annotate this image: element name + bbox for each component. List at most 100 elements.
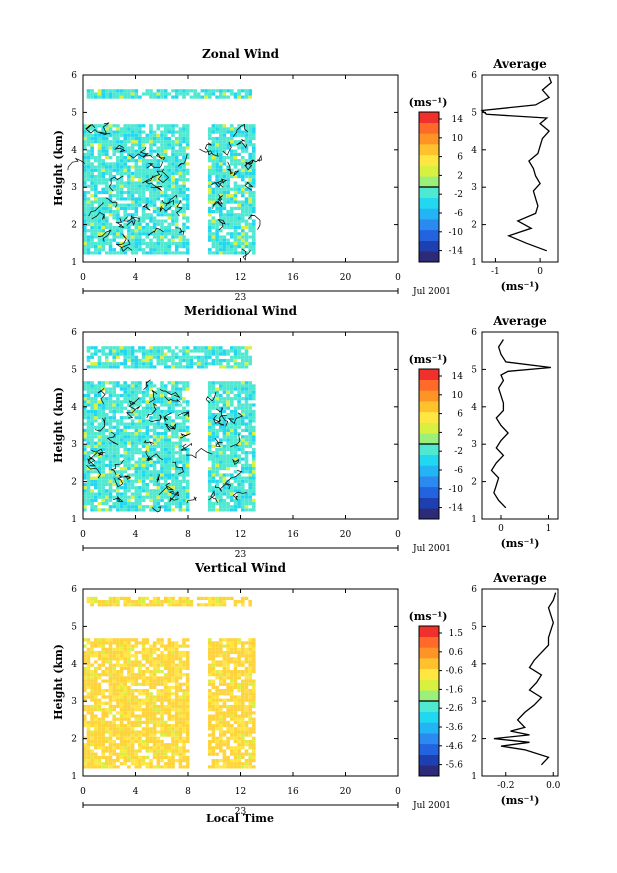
heatmap-cell: [152, 156, 157, 160]
heatmap-cell: [237, 682, 241, 686]
heatmap-cell: [226, 362, 230, 366]
heatmap-cell: [244, 413, 249, 417]
heatmap-cell: [230, 133, 234, 137]
heatmap-cell: [86, 495, 91, 499]
heatmap-cell: [219, 387, 223, 391]
heatmap-cell: [163, 346, 168, 350]
heatmap-cell: [123, 140, 127, 144]
heatmap-cell: [123, 441, 127, 445]
heatmap-cell: [182, 387, 186, 391]
heatmap-cell: [86, 124, 91, 128]
heatmap-cell: [185, 463, 190, 467]
heatmap-cell: [211, 679, 216, 683]
heatmap-cell: [156, 698, 161, 702]
heatmap-cell: [211, 603, 216, 607]
heatmap-cell: [127, 489, 131, 493]
heatmap-cell: [83, 168, 87, 172]
heatmap-cell: [108, 663, 113, 667]
heatmap-cell: [230, 381, 234, 385]
heatmap-cell: [230, 482, 234, 487]
heatmap-cell: [108, 241, 113, 245]
heatmap-cell: [90, 200, 94, 204]
heatmap-cell: [160, 413, 164, 417]
heatmap-cell: [185, 603, 190, 607]
heatmap-cell: [152, 752, 157, 756]
heatmap-cell: [116, 641, 120, 645]
heatmap-cell: [134, 451, 139, 455]
heatmap-cell: [83, 650, 87, 655]
heatmap-cell: [101, 248, 105, 252]
heatmap-cell: [134, 251, 139, 255]
heatmap-cell: [130, 346, 135, 350]
heatmap-cell: [149, 489, 153, 493]
heatmap-cell: [248, 197, 252, 201]
heatmap-cell: [230, 251, 234, 255]
heatmap-cell: [174, 159, 179, 163]
heatmap-cell: [174, 140, 179, 144]
heatmap-cell: [112, 213, 116, 217]
heatmap-cell: [119, 650, 124, 655]
average-y-tick-label: 2: [471, 221, 477, 231]
heatmap-cell: [101, 486, 105, 490]
heatmap-cell: [167, 444, 172, 448]
heatmap-cell: [226, 403, 230, 407]
heatmap-cell: [230, 232, 234, 236]
heatmap-cell: [174, 432, 179, 436]
heatmap-cell: [252, 467, 256, 471]
heatmap-cell: [97, 381, 102, 385]
heatmap-cell: [185, 400, 190, 404]
heatmap-cell: [86, 695, 91, 699]
heatmap-cell: [152, 495, 157, 499]
heatmap-cell: [233, 663, 238, 667]
heatmap-cell: [90, 245, 94, 249]
heatmap-cell: [156, 127, 161, 131]
heatmap-cell: [105, 746, 109, 750]
heatmap-cell: [185, 508, 190, 512]
heatmap-cell: [108, 743, 113, 747]
heatmap-cell: [105, 755, 109, 759]
contour-line: [212, 195, 224, 206]
heatmap-cell: [116, 704, 120, 709]
heatmap-cell: [116, 124, 120, 128]
heatmap-cell: [160, 689, 164, 693]
heatmap-cell: [244, 422, 249, 426]
heatmap-cell: [112, 447, 116, 452]
heatmap-cell: [119, 95, 124, 99]
heatmap-cell: [237, 146, 241, 150]
heatmap-cell: [185, 660, 190, 664]
heatmap-cell: [219, 654, 223, 658]
heatmap-cell: [90, 759, 94, 763]
heatmap-cell: [163, 492, 168, 496]
heatmap-cell: [160, 232, 164, 236]
heatmap-cell: [130, 422, 135, 426]
heatmap-cell: [167, 600, 172, 604]
heatmap-cell: [230, 390, 234, 394]
heatmap-cell: [167, 755, 172, 759]
heatmap-cell: [171, 406, 175, 410]
heatmap-cell: [237, 219, 241, 223]
heatmap-cell: [90, 403, 94, 407]
heatmap-cell: [178, 232, 183, 236]
heatmap-cell: [127, 600, 131, 604]
heatmap-cell: [174, 136, 179, 141]
heatmap-cell: [152, 413, 157, 417]
heatmap-cell: [241, 492, 245, 496]
heatmap-cell: [182, 660, 186, 664]
x-tick-label: 16: [287, 530, 299, 540]
heatmap-cell: [222, 365, 227, 369]
heatmap-cell: [156, 730, 161, 734]
heatmap-cell: [94, 197, 98, 201]
heatmap-cell: [97, 666, 102, 670]
heatmap-cell: [108, 390, 113, 394]
heatmap-cell: [182, 473, 186, 477]
contour-line: [146, 402, 157, 419]
heatmap-cell: [163, 720, 168, 724]
heatmap-cell: [178, 454, 183, 458]
heatmap-cell: [222, 498, 227, 502]
heatmap-cell: [149, 146, 153, 150]
heatmap-cell: [237, 657, 241, 661]
heatmap-cell: [211, 197, 216, 201]
heatmap-cell: [141, 505, 146, 509]
heatmap-cell: [97, 432, 102, 436]
